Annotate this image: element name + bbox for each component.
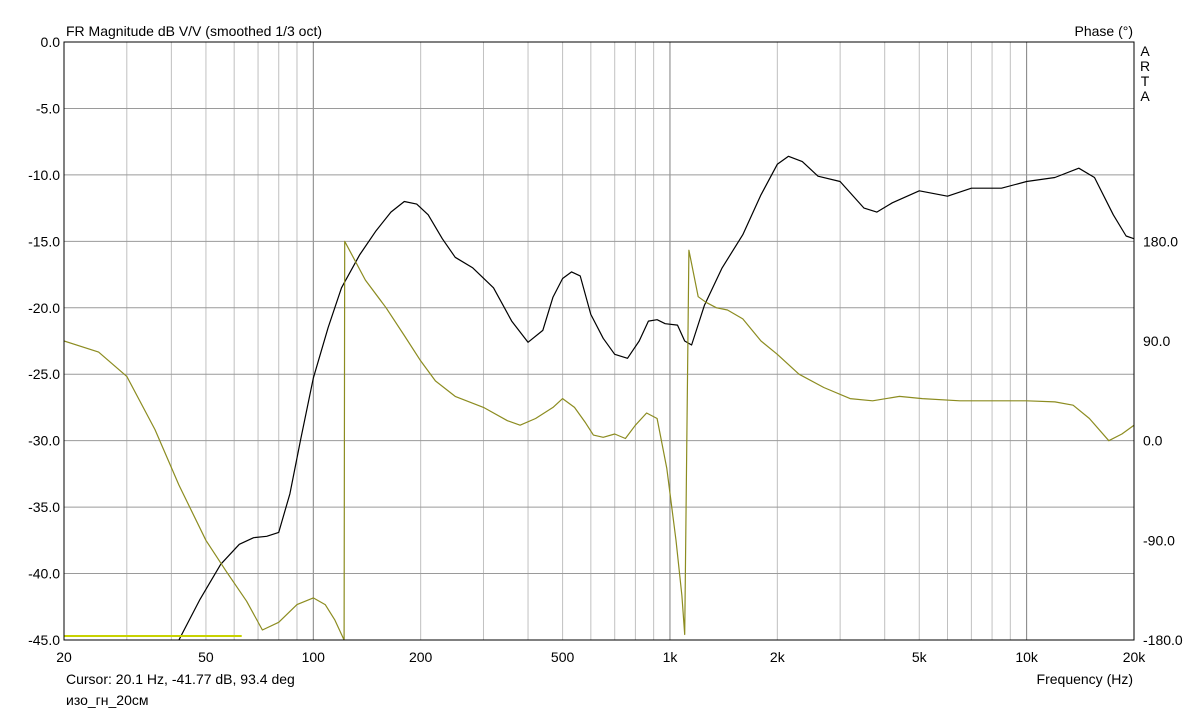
y-tick-label: -20.0 bbox=[28, 300, 60, 316]
series-phase bbox=[64, 240, 1134, 640]
series-group bbox=[64, 155, 1134, 640]
watermark-letter: A bbox=[1140, 88, 1150, 104]
measurement-name: изо_гн_20см bbox=[66, 692, 148, 708]
y-tick-label: -35.0 bbox=[28, 499, 60, 515]
x-tick-label: 1k bbox=[663, 649, 679, 665]
x-tick-label: 5k bbox=[912, 649, 928, 665]
phase-tick-label: 90.0 bbox=[1143, 333, 1170, 349]
phase-tick-label: -180.0 bbox=[1143, 632, 1183, 648]
phase-axis-title: Phase (°) bbox=[1074, 23, 1133, 39]
y-tick-label: -45.0 bbox=[28, 632, 60, 648]
x-tick-label: 200 bbox=[409, 649, 433, 665]
x-axis-ticks: 20 50 100 200 500 1k 2k 5k 10k 20k bbox=[56, 649, 1146, 665]
x-tick-label: 20 bbox=[56, 649, 72, 665]
plot-frame bbox=[63, 41, 1135, 641]
y-tick-label: -5.0 bbox=[36, 100, 60, 116]
y-tick-label: -30.0 bbox=[28, 433, 60, 449]
y-tick-label: -15.0 bbox=[28, 233, 60, 249]
x-tick-label: 50 bbox=[198, 649, 214, 665]
cursor-readout: Cursor: 20.1 Hz, -41.77 dB, 93.4 deg bbox=[66, 671, 295, 687]
watermark-letter: R bbox=[1140, 58, 1150, 74]
grid bbox=[64, 42, 1134, 640]
y-tick-label: -25.0 bbox=[28, 366, 60, 382]
x-tick-label: 500 bbox=[551, 649, 575, 665]
watermark-letter: A bbox=[1140, 43, 1150, 59]
chart-title: FR Magnitude dB V/V (smoothed 1/3 oct) bbox=[66, 23, 322, 39]
x-axis-label: Frequency (Hz) bbox=[1037, 671, 1133, 687]
y-tick-label: 0.0 bbox=[41, 34, 61, 50]
watermark-letter: T bbox=[1141, 73, 1150, 89]
series-magnitude bbox=[116, 155, 1134, 640]
y-axis-ticks: 0.0 -5.0 -10.0 -15.0 -20.0 -25.0 -30.0 -35.0 -40… bbox=[28, 34, 60, 648]
x-tick-label: 2k bbox=[770, 649, 786, 665]
y-tick-label: -10.0 bbox=[28, 167, 60, 183]
phase-tick-label: 0.0 bbox=[1143, 433, 1163, 449]
phase-tick-label: -90.0 bbox=[1143, 532, 1175, 548]
x-tick-label: 20k bbox=[1123, 649, 1147, 665]
phase-axis-ticks: 180.0 90.0 0.0 -90.0 -180.0 bbox=[1143, 233, 1183, 648]
y-tick-label: -40.0 bbox=[28, 566, 60, 582]
x-tick-label: 10k bbox=[1015, 649, 1039, 665]
phase-tick-label: 180.0 bbox=[1143, 233, 1178, 249]
x-tick-label: 100 bbox=[302, 649, 326, 665]
